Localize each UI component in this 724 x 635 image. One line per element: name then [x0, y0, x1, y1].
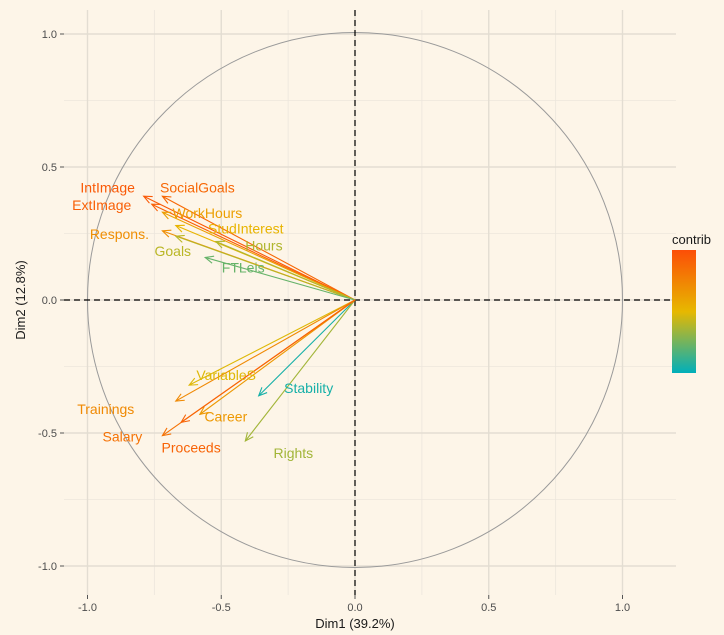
label-socialgoals: SocialGoals — [160, 179, 235, 195]
arrowhead-salary — [161, 427, 172, 437]
arrowhead-socialgoals — [161, 195, 172, 204]
label-hours: Hours — [245, 237, 282, 253]
y-tick-label: 0.0 — [42, 295, 57, 307]
arrow-ftleis — [205, 256, 356, 301]
label-career: Career — [204, 408, 247, 424]
arrowhead-proceeds — [180, 414, 191, 424]
y-axis-ticks: -1.0 -0.5 0.0 0.5 1.0 — [38, 29, 64, 573]
arrow-workhours — [162, 211, 356, 301]
variable-arrows — [142, 195, 356, 443]
x-axis-title: Dim1 (39.2%) — [315, 616, 394, 631]
variable-labels: IntImage SocialGoals ExtImage WorkHours Resp… — [72, 179, 333, 461]
grid-minor — [64, 10, 676, 595]
x-tick-label: 1.0 — [615, 602, 630, 614]
arrow-rights — [244, 299, 356, 442]
label-goals: Goals — [154, 243, 191, 259]
y-axis-title: Dim2 (12.8%) — [13, 260, 28, 339]
label-salary: Salary — [103, 429, 143, 445]
label-extimage: ExtImage — [72, 197, 131, 213]
arrow-socialgoals — [162, 195, 356, 301]
arrow-intimage — [143, 195, 356, 301]
legend: contrib — [672, 232, 711, 373]
arrowhead-hours — [214, 240, 225, 249]
y-tick-label: -1.0 — [38, 561, 57, 573]
label-stability: Stability — [284, 380, 333, 396]
arrowhead-goals — [174, 234, 185, 243]
arrowhead-trainings — [174, 393, 185, 402]
label-studinterest: StudInterest — [208, 221, 284, 237]
y-tick-label: 1.0 — [42, 29, 57, 41]
arrowhead-rights — [244, 432, 254, 443]
arrowhead-ftleis — [203, 255, 215, 264]
arrowhead-extimage — [150, 203, 161, 212]
legend-colorbar — [672, 250, 696, 373]
arrow-stability — [258, 299, 356, 397]
label-proceeds: Proceeds — [162, 439, 221, 455]
arrow-variables — [188, 299, 356, 386]
x-axis-ticks: -1.0 -0.5 0.0 0.5 1.0 — [78, 595, 630, 614]
arrowhead-career — [198, 406, 209, 416]
label-rights: Rights — [273, 445, 313, 461]
label-ftleis: FTLeis — [222, 259, 265, 275]
arrowhead-studinterest — [174, 224, 185, 233]
label-workhours: WorkHours — [173, 205, 243, 221]
label-trainings: Trainings — [77, 401, 134, 417]
y-tick-label: -0.5 — [38, 428, 57, 440]
arrowhead-workhours — [161, 211, 172, 220]
x-tick-label: -1.0 — [78, 602, 97, 614]
plot-panel — [64, 10, 676, 595]
label-intimage: IntImage — [80, 179, 135, 195]
arrow-hours — [215, 240, 356, 301]
arrowhead-variables — [187, 377, 199, 386]
arrow-career — [199, 299, 356, 415]
label-respons: Respons. — [90, 226, 149, 242]
legend-title: contrib — [672, 232, 711, 247]
x-tick-label: 0.5 — [481, 602, 496, 614]
arrowhead-respons — [161, 229, 172, 238]
x-tick-label: 0.0 — [347, 602, 362, 614]
x-tick-label: -0.5 — [212, 602, 231, 614]
y-tick-label: 0.5 — [42, 162, 57, 174]
arrow-goals — [175, 235, 356, 301]
arrowhead-stability — [257, 387, 268, 397]
arrow-trainings — [175, 299, 356, 402]
arrow-proceeds — [180, 299, 356, 423]
arrowhead-intimage — [142, 195, 153, 204]
label-variables: VariableS — [196, 367, 256, 383]
